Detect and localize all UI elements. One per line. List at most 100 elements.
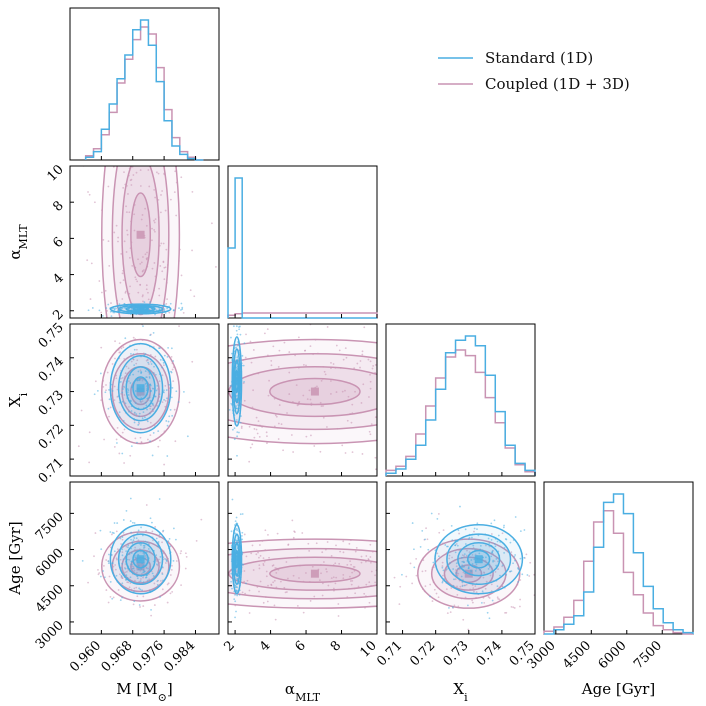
scatter-point bbox=[139, 262, 142, 265]
scatter-point bbox=[279, 580, 282, 583]
scatter-point bbox=[172, 527, 175, 530]
scatter-point bbox=[321, 594, 324, 597]
scatter-point bbox=[332, 576, 335, 579]
histogram-coupled-age bbox=[543, 510, 693, 635]
scatter-point bbox=[272, 581, 275, 584]
scatter-point bbox=[272, 564, 275, 567]
scatter-point bbox=[488, 566, 491, 568]
scatter-point bbox=[304, 349, 307, 352]
scatter-point bbox=[493, 519, 496, 522]
scatter-point bbox=[175, 214, 178, 217]
scatter-point bbox=[140, 544, 142, 546]
y-tick-label: 4500 bbox=[33, 582, 67, 616]
scatter-point bbox=[284, 591, 287, 594]
scatter-point bbox=[125, 574, 128, 577]
scatter-point bbox=[274, 414, 277, 417]
scatter-point bbox=[131, 541, 134, 544]
scatter-point bbox=[230, 336, 232, 339]
scatter-point bbox=[463, 561, 465, 564]
scatter-point bbox=[191, 190, 194, 193]
panel-frame bbox=[69, 7, 220, 161]
scatter-point bbox=[497, 597, 499, 600]
histogram-standard-alpha bbox=[227, 177, 377, 319]
scatter-point bbox=[170, 355, 173, 358]
scatter-point bbox=[112, 532, 115, 535]
scatter-point bbox=[455, 565, 458, 568]
scatter-point bbox=[128, 410, 130, 413]
scatter-point bbox=[503, 546, 506, 549]
scatter-point bbox=[93, 201, 96, 204]
scatter-point bbox=[326, 326, 329, 328]
scatter-point bbox=[268, 379, 270, 382]
scatter-point bbox=[473, 558, 476, 561]
scatter-point bbox=[149, 421, 152, 424]
scatter-point bbox=[166, 307, 169, 310]
scatter-point bbox=[292, 451, 295, 453]
scatter-point bbox=[435, 592, 438, 595]
scatter-point bbox=[454, 544, 457, 547]
scatter-point bbox=[141, 589, 143, 592]
histogram-coupled-xi bbox=[385, 349, 536, 476]
scatter-point bbox=[266, 442, 268, 445]
scatter-point bbox=[160, 242, 163, 245]
scatter-point bbox=[167, 346, 170, 349]
scatter-point bbox=[167, 420, 170, 423]
scatter-point bbox=[526, 574, 529, 576]
joint-coupled bbox=[228, 324, 377, 471]
scatter-point bbox=[262, 601, 265, 604]
scatter-point bbox=[127, 380, 130, 383]
scatter-point bbox=[148, 396, 151, 399]
scatter-point bbox=[351, 571, 354, 574]
scatter-point bbox=[501, 532, 504, 535]
scatter-point bbox=[149, 434, 152, 437]
scatter-point bbox=[513, 607, 516, 609]
scatter-point bbox=[464, 543, 467, 545]
scatter-point bbox=[464, 528, 467, 531]
scatter-point bbox=[173, 191, 176, 194]
scatter-point bbox=[353, 569, 356, 572]
scatter-point bbox=[181, 308, 184, 311]
scatter-point bbox=[251, 443, 254, 446]
scatter-point bbox=[155, 554, 158, 557]
scatter-point bbox=[476, 528, 478, 531]
scatter-point bbox=[393, 576, 396, 579]
scatter-point bbox=[145, 258, 148, 261]
density-peak bbox=[136, 304, 145, 313]
scatter-point bbox=[142, 547, 145, 549]
scatter-point bbox=[123, 462, 126, 464]
scatter-point bbox=[115, 574, 118, 577]
scatter-point bbox=[514, 559, 516, 562]
scatter-point bbox=[369, 561, 372, 564]
scatter-point bbox=[169, 574, 172, 576]
scatter-point bbox=[433, 588, 436, 591]
scatter-point bbox=[236, 344, 239, 347]
scatter-point bbox=[479, 568, 481, 571]
scatter-point bbox=[170, 371, 173, 374]
scatter-point bbox=[114, 564, 117, 566]
scatter-point bbox=[270, 637, 272, 639]
scatter-point bbox=[302, 394, 305, 397]
scatter-point bbox=[120, 543, 122, 545]
scatter-point bbox=[145, 284, 148, 287]
axis-label-alpha: αMLT bbox=[285, 680, 321, 704]
scatter-point bbox=[153, 229, 156, 231]
scatter-point bbox=[121, 377, 124, 379]
scatter-point bbox=[122, 388, 124, 390]
scatter-point bbox=[151, 530, 154, 533]
scatter-point bbox=[266, 435, 268, 438]
scatter-point bbox=[162, 242, 165, 245]
scatter-point bbox=[349, 580, 352, 582]
panel-frame bbox=[69, 323, 220, 477]
axis-label-xi: Xi bbox=[453, 680, 468, 704]
scatter-point bbox=[280, 423, 283, 426]
scatter-point bbox=[513, 555, 516, 558]
scatter-point bbox=[463, 554, 466, 557]
scatter-point bbox=[107, 407, 110, 410]
density-peak bbox=[310, 387, 319, 396]
scatter-point bbox=[239, 333, 242, 336]
density-peak bbox=[136, 562, 145, 571]
scatter-point bbox=[399, 585, 402, 588]
scatter-point bbox=[148, 185, 151, 188]
scatter-point bbox=[133, 587, 136, 590]
scatter-point bbox=[258, 564, 261, 567]
